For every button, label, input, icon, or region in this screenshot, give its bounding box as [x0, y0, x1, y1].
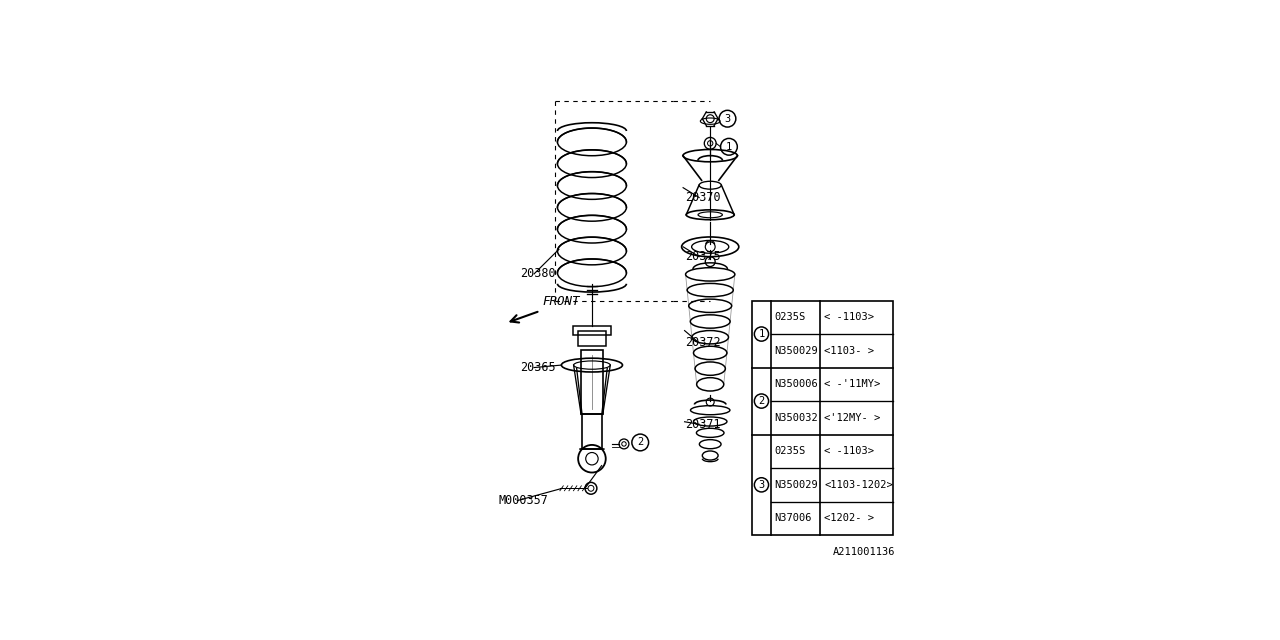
Text: 20371: 20371: [686, 418, 721, 431]
Text: 2: 2: [637, 438, 644, 447]
Text: N350032: N350032: [774, 413, 818, 423]
Text: FRONT: FRONT: [543, 296, 580, 308]
Text: < -1103>: < -1103>: [824, 446, 874, 456]
Text: N350006: N350006: [774, 380, 818, 389]
Text: M000357: M000357: [498, 494, 548, 507]
Text: 1: 1: [726, 142, 732, 152]
Text: 0235S: 0235S: [774, 446, 805, 456]
Bar: [582, 414, 602, 449]
Text: N37006: N37006: [774, 513, 812, 524]
Text: 20370: 20370: [686, 191, 721, 204]
Text: 20375: 20375: [686, 250, 721, 263]
Text: <1202- >: <1202- >: [824, 513, 874, 524]
Text: <'12MY- >: <'12MY- >: [824, 413, 881, 423]
Text: 3: 3: [758, 480, 764, 490]
Text: <1103- >: <1103- >: [824, 346, 874, 356]
Bar: [573, 326, 611, 335]
Text: 3: 3: [724, 114, 731, 124]
Text: < -'11MY>: < -'11MY>: [824, 380, 881, 389]
Bar: [581, 350, 603, 414]
Text: N350029: N350029: [774, 480, 818, 490]
Text: 1: 1: [758, 329, 764, 339]
Text: 20380: 20380: [521, 268, 556, 280]
Text: N350029: N350029: [774, 346, 818, 356]
Text: 20372: 20372: [686, 337, 721, 349]
Text: <1103-1202>: <1103-1202>: [824, 480, 892, 490]
Bar: [577, 332, 605, 346]
Text: 0235S: 0235S: [774, 312, 805, 323]
Bar: [753, 301, 892, 535]
Text: A211001136: A211001136: [832, 547, 895, 557]
Text: 20365: 20365: [521, 361, 556, 374]
Text: < -1103>: < -1103>: [824, 312, 874, 323]
Text: 2: 2: [758, 396, 764, 406]
